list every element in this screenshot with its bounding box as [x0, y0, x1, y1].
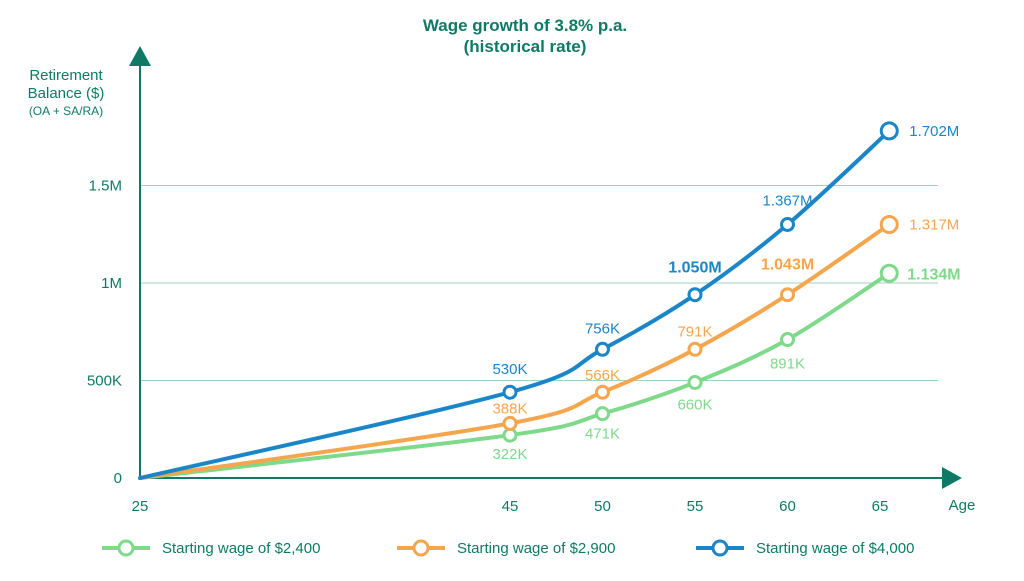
x-tick-label: 60	[779, 498, 796, 515]
y-axis-label-line-2: Balance ($)	[28, 85, 105, 102]
x-tick-label: 25	[132, 498, 149, 515]
data-point	[502, 384, 518, 400]
x-axis-arrow	[942, 467, 962, 489]
chart-title-line-1: Wage growth of 3.8% p.a.	[423, 16, 627, 35]
data-point	[780, 287, 795, 303]
legend-label: Starting wage of $2,400	[162, 540, 320, 557]
y-tick-label: 1.5M	[89, 178, 122, 195]
legend-marker	[412, 539, 430, 557]
data-label: 530K	[492, 361, 527, 378]
data-point	[879, 263, 899, 283]
data-point	[780, 332, 795, 348]
legend: Starting wage of $2,400 Starting wage of …	[102, 539, 914, 557]
data-point	[502, 415, 518, 431]
data-point	[780, 217, 795, 232]
data-label: 756K	[585, 320, 620, 337]
tick-labels: 0 500K 1M 1.5M 25 45 50 55 60 65	[87, 178, 888, 516]
gridlines	[140, 185, 938, 381]
data-label: 891K	[770, 356, 805, 373]
data-point	[879, 215, 899, 234]
x-tick-label: 45	[502, 498, 519, 515]
data-label: 1.317M	[909, 217, 959, 234]
data-label: 388K	[492, 400, 527, 417]
data-label: 1.702M	[909, 123, 959, 140]
legend-label: Starting wage of $2,900	[457, 540, 615, 557]
data-label: 1.134M	[907, 266, 960, 283]
y-axis-arrow	[129, 46, 151, 66]
x-tick-label: 65	[872, 498, 889, 515]
series-group: 388K 566K 791K 1.043M 1.317M	[138, 215, 959, 480]
data-point	[687, 341, 703, 357]
data-label: 1.043M	[761, 257, 814, 274]
legend-marker	[117, 539, 135, 557]
y-axis-label-line-3: (OA + SA/RA)	[29, 104, 103, 118]
data-point	[879, 121, 899, 141]
data-point	[687, 287, 703, 303]
y-tick-label: 0	[114, 470, 122, 487]
y-axis-label-line-1: Retirement	[29, 67, 103, 84]
data-label: 1.367M	[762, 193, 812, 210]
data-label: 791K	[677, 323, 712, 340]
data-label: 566K	[585, 367, 620, 384]
series-group: 530K 756K 1.050M 1.367M 1.702M	[138, 121, 959, 480]
legend-item: Starting wage of $2,400	[102, 539, 320, 557]
data-point	[595, 341, 610, 357]
data-label: 1.050M	[668, 260, 721, 277]
series-group: 322K 471K 660K 891K 1.134M	[138, 263, 961, 480]
legend-item: Starting wage of $4,000	[696, 539, 914, 557]
series: 322K 471K 660K 891K 1.134M 388K 566K 791K 1.043M…	[138, 121, 961, 480]
legend-label: Starting wage of $4,000	[756, 540, 914, 557]
data-point	[687, 374, 703, 390]
data-label: 322K	[492, 446, 527, 463]
x-axis-label: Age	[949, 497, 976, 514]
chart-title-line-2: (historical rate)	[464, 37, 587, 56]
legend-item: Starting wage of $2,900	[397, 539, 615, 557]
x-tick-label: 50	[594, 498, 611, 515]
data-label: 660K	[677, 396, 712, 413]
y-tick-label: 500K	[87, 373, 122, 390]
data-label: 471K	[585, 426, 620, 443]
legend-marker	[711, 539, 729, 557]
y-tick-label: 1M	[101, 275, 122, 292]
data-point	[595, 384, 610, 400]
data-point	[595, 406, 610, 422]
axes	[129, 46, 962, 489]
x-tick-label: 55	[687, 498, 704, 515]
